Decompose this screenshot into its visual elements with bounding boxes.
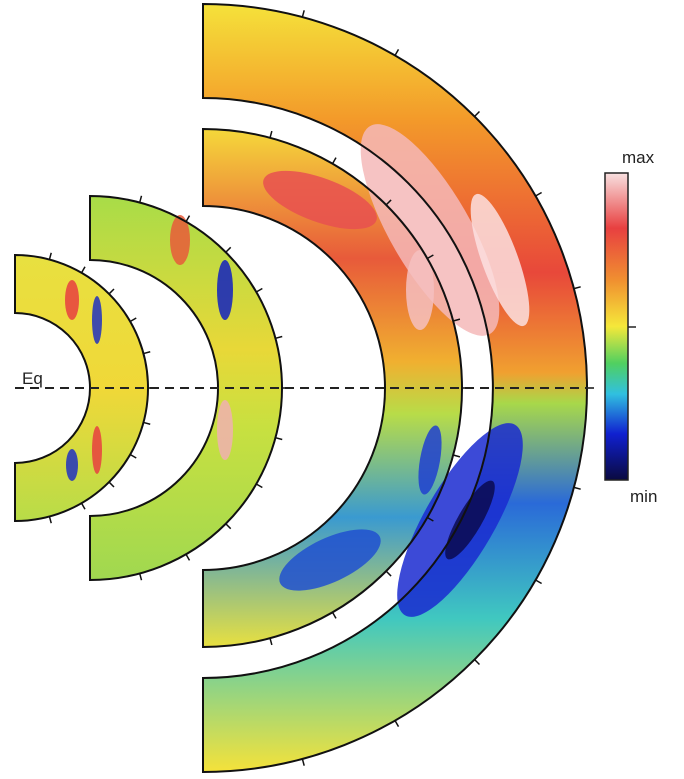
shell-tick [426,516,434,522]
flow-feature [360,124,500,336]
flow-feature [406,250,434,330]
shell-tick [48,252,52,260]
shell-tick [535,579,542,585]
equator-label: Eq [22,369,43,388]
shell-tick [394,720,400,727]
shell [15,255,148,521]
shell-tick [275,436,283,441]
shell-tick [225,246,232,253]
shell-tick [452,318,461,322]
shell-tick [80,502,86,510]
flow-feature [418,425,442,495]
shell-tick [535,191,542,197]
shell-tick [269,130,273,139]
shell-tick [331,157,337,165]
shell-tick [138,195,143,203]
flow-feature [170,215,190,265]
flow-feature [66,449,78,481]
colorbar-min-label: min [630,487,657,506]
shell-tick [573,486,581,490]
shell-tick [225,523,232,530]
shell-tick [255,287,263,293]
shell-tick [331,611,337,619]
shell-tick [129,317,137,323]
shell-tick [573,286,581,290]
shell [203,129,462,647]
shell-tick [426,254,434,260]
shells [14,2,594,774]
shell-tick [452,454,461,458]
shell-tick [269,637,273,646]
shell-tick [473,658,481,666]
shell-tick [385,199,392,206]
shell [203,4,587,772]
shell-outline [202,2,588,774]
shell-tick [185,215,191,223]
shell-tick [108,288,115,295]
shell-tick [108,481,115,488]
flow-feature [217,260,233,320]
flow-feature [92,296,102,344]
shell-tick [473,110,481,118]
shell-tick [80,266,86,274]
shell-tick [143,421,151,425]
flow-feature [263,170,377,230]
shell-tick [185,553,191,561]
flow-feature [92,426,102,474]
shell-tick [394,49,400,56]
flow-feature [65,280,79,320]
flow-feature [445,480,495,560]
flow-feature [470,193,530,327]
shell-tick [301,10,305,18]
colorbar-max-label: max [622,148,655,167]
shell [90,196,282,580]
shell-tick [301,758,305,766]
shell-tick [48,516,52,524]
flow-feature [279,529,381,591]
shell-tick [385,570,392,577]
shell-tick [255,483,263,489]
shell-outline [14,253,149,523]
shell-outline [89,194,283,582]
flow-feature [217,400,233,460]
shell-outline [202,127,463,649]
shell-tick [129,453,137,459]
colorbar [604,172,629,481]
shell-tick [275,335,283,340]
shell-tick [138,573,143,581]
shell-tick [143,351,151,355]
